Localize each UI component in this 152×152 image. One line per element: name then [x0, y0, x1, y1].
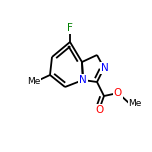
Text: N: N: [101, 63, 109, 73]
Text: N: N: [79, 75, 87, 85]
Text: O: O: [95, 105, 103, 115]
Text: F: F: [67, 23, 73, 33]
Text: Me: Me: [27, 78, 41, 86]
Text: O: O: [114, 88, 122, 98]
Text: Me: Me: [128, 100, 142, 109]
